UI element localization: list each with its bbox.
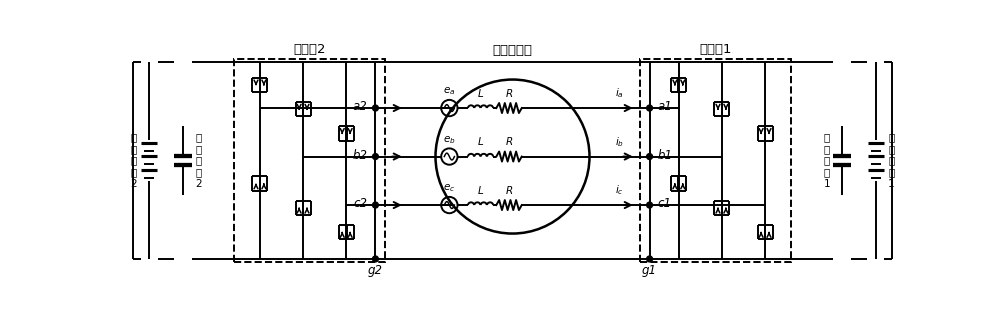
Circle shape — [373, 105, 378, 111]
Text: 母
线
电
容
1: 母 线 电 容 1 — [823, 132, 830, 188]
Text: b1: b1 — [657, 148, 672, 162]
Text: 直
流
电
源
1: 直 流 电 源 1 — [888, 132, 895, 188]
Text: 母
线
电
容
2: 母 线 电 容 2 — [195, 132, 202, 188]
Text: R: R — [505, 137, 513, 147]
Text: $e_a$: $e_a$ — [443, 86, 456, 97]
Text: $e_b$: $e_b$ — [443, 134, 456, 146]
Text: $i_b$: $i_b$ — [615, 135, 624, 149]
Circle shape — [647, 256, 652, 262]
Text: L: L — [478, 137, 483, 147]
Text: b2: b2 — [353, 148, 368, 162]
Circle shape — [373, 202, 378, 208]
Text: a1: a1 — [657, 100, 672, 113]
Circle shape — [647, 105, 652, 111]
Circle shape — [373, 154, 378, 159]
Text: L: L — [478, 89, 483, 99]
Circle shape — [647, 202, 652, 208]
Text: 开绕组电机: 开绕组电机 — [492, 44, 532, 57]
Bar — [640, 59, 791, 262]
Text: R: R — [505, 89, 513, 99]
Text: a2: a2 — [353, 100, 368, 113]
Text: c2: c2 — [354, 197, 368, 210]
Circle shape — [647, 154, 652, 159]
Text: 变流器2: 变流器2 — [293, 43, 325, 56]
Text: 变流器1: 变流器1 — [700, 43, 732, 56]
Text: L: L — [478, 186, 483, 196]
Text: 直
流
电
源
2: 直 流 电 源 2 — [130, 132, 137, 188]
Text: $i_c$: $i_c$ — [615, 184, 624, 197]
Text: g1: g1 — [642, 264, 657, 277]
Text: c1: c1 — [657, 197, 671, 210]
Bar — [234, 59, 385, 262]
Text: R: R — [505, 186, 513, 196]
Text: g2: g2 — [368, 264, 383, 277]
Text: $e_c$: $e_c$ — [443, 183, 455, 194]
Circle shape — [373, 256, 378, 262]
Text: $i_a$: $i_a$ — [615, 86, 624, 100]
